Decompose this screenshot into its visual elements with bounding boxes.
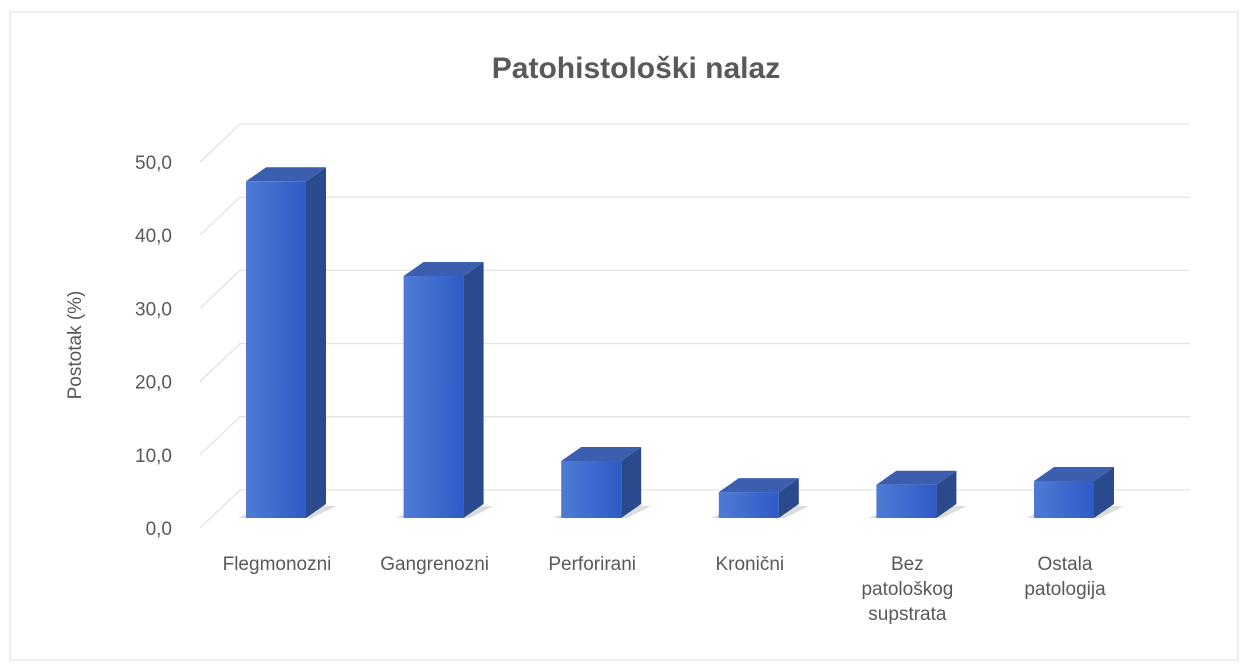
bar-side <box>463 262 484 518</box>
bar <box>561 461 622 518</box>
x-tick-label: Gangrenozni <box>380 554 489 575</box>
y-tick-label: 40,0 <box>135 226 172 247</box>
grid-line <box>199 416 1190 456</box>
bar-top <box>246 167 326 182</box>
y-axis-label: Postotak (%) <box>65 291 86 400</box>
grid-line <box>199 269 1190 309</box>
bar <box>403 276 464 518</box>
grid-line <box>199 196 1190 236</box>
bar-top <box>1034 467 1114 481</box>
grid-line <box>199 489 1190 529</box>
bar-side <box>778 478 799 518</box>
x-tick-label: Perforirani <box>548 554 637 575</box>
bar-top <box>403 262 484 277</box>
y-tick-label: 50,0 <box>135 153 172 174</box>
bar-side <box>306 167 326 519</box>
bar <box>718 492 779 518</box>
chart-frame <box>9 11 1239 661</box>
x-tick-label: Flegmonozni <box>222 554 332 575</box>
grid-line <box>199 123 1190 163</box>
grid-line <box>199 342 1190 383</box>
bar <box>876 484 937 518</box>
bar <box>246 181 306 519</box>
x-tick-label: Bez patološkog supstrata <box>861 554 954 625</box>
bar-side <box>936 470 957 518</box>
bar <box>1034 481 1094 518</box>
x-tick-label: Kronični <box>715 554 785 575</box>
bar-top <box>561 447 642 462</box>
y-tick-label: 0,0 <box>146 519 172 540</box>
bar-top <box>876 470 957 485</box>
bar-side <box>1094 467 1114 518</box>
x-tick-label: Ostala patologija <box>1024 554 1106 600</box>
bar-top <box>718 478 799 493</box>
y-tick-label: 20,0 <box>135 373 172 394</box>
y-tick-label: 10,0 <box>135 446 172 467</box>
chart-title: Patohistološki nalaz <box>492 52 780 85</box>
y-tick-label: 30,0 <box>135 299 172 320</box>
bar-side <box>621 447 642 518</box>
